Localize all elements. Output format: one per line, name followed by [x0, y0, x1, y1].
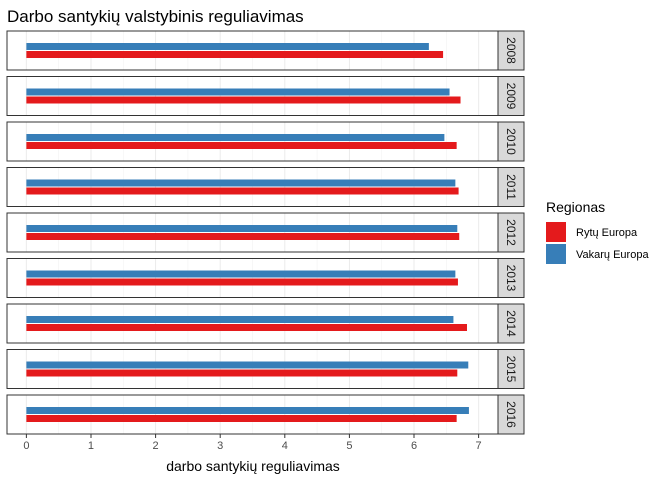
facet-strip-label: 2016	[504, 401, 518, 428]
facet-strip	[497, 121, 525, 162]
bar-vakaru-2016	[26, 407, 469, 414]
legend-swatch-vakaru	[546, 244, 566, 264]
facet-strip-label: 2009	[504, 83, 518, 110]
bar-rytu-2008	[26, 51, 444, 58]
legend-label-rytu: Rytų Europa	[576, 227, 638, 239]
facet-strip-label: 2014	[504, 310, 518, 337]
facet-strip	[497, 349, 525, 389]
x-tick-label: 3	[217, 440, 223, 452]
bar-rytu-2014	[26, 324, 467, 331]
facet-panel-2012: 2012	[6, 212, 525, 253]
facet-strip	[497, 303, 525, 344]
facet-strip	[497, 167, 525, 207]
x-tick-label: 7	[476, 440, 482, 452]
facet-panel-2009: 2009	[6, 76, 525, 116]
facet-panels: 2008 2009 2010 2011 2012 2013 2014 2015 2016	[6, 30, 525, 435]
facet-panel-2011: 2011	[6, 167, 525, 207]
legend-title: Regionas	[546, 199, 605, 215]
facet-strip	[497, 76, 525, 116]
x-tick-label: 6	[411, 440, 417, 452]
bar-rytu-2012	[26, 233, 460, 240]
bar-rytu-2015	[26, 369, 458, 377]
chart-title: Darbo santykių valstybinis reguliavimas	[7, 7, 304, 26]
facet-strip-label: 2011	[504, 174, 518, 200]
bar-vakaru-2010	[26, 134, 445, 141]
legend: Regionas Rytų Europa Vakarų Europa	[546, 199, 649, 264]
bar-vakaru-2014	[26, 316, 454, 323]
bar-vakaru-2011	[26, 179, 456, 187]
x-tick-label: 0	[23, 440, 29, 452]
facet-panel-2010: 2010	[6, 121, 525, 162]
bar-rytu-2010	[26, 142, 457, 149]
legend-swatch-rytu	[546, 222, 566, 242]
facet-panel-2008: 2008	[6, 30, 525, 71]
facet-strip-label: 2012	[504, 219, 518, 246]
facet-strip	[497, 394, 525, 435]
facet-strip	[497, 258, 525, 298]
facet-panel-2014: 2014	[6, 303, 525, 344]
x-tick-label: 2	[153, 440, 159, 452]
facet-panel-2016: 2016	[6, 394, 525, 435]
bar-rytu-2016	[26, 415, 457, 422]
x-tick-label: 5	[346, 440, 352, 452]
x-axis: 0 1 2 3 4 5 6 7	[23, 434, 482, 452]
legend-label-vakaru: Vakarų Europa	[576, 249, 649, 261]
bar-vakaru-2015	[26, 361, 469, 369]
facet-strip-label: 2013	[504, 265, 518, 292]
facet-strip-label: 2015	[504, 356, 518, 383]
x-axis-label: darbo santykių reguliavimas	[166, 458, 340, 474]
facet-panel-2013: 2013	[6, 258, 525, 298]
bar-rytu-2011	[26, 187, 459, 195]
bar-vakaru-2012	[26, 225, 458, 232]
facet-strip	[497, 212, 525, 253]
facet-strip-label: 2010	[504, 128, 518, 155]
bar-rytu-2009	[26, 96, 461, 104]
bar-rytu-2013	[26, 278, 458, 286]
bar-vakaru-2008	[26, 43, 429, 50]
x-tick-label: 1	[88, 440, 94, 452]
facet-strip-label: 2008	[504, 37, 518, 64]
bar-vakaru-2009	[26, 88, 450, 96]
facet-strip	[497, 30, 525, 71]
bar-vakaru-2013	[26, 270, 456, 278]
x-tick-label: 4	[282, 440, 288, 452]
facet-panel-2015: 2015	[6, 349, 525, 389]
